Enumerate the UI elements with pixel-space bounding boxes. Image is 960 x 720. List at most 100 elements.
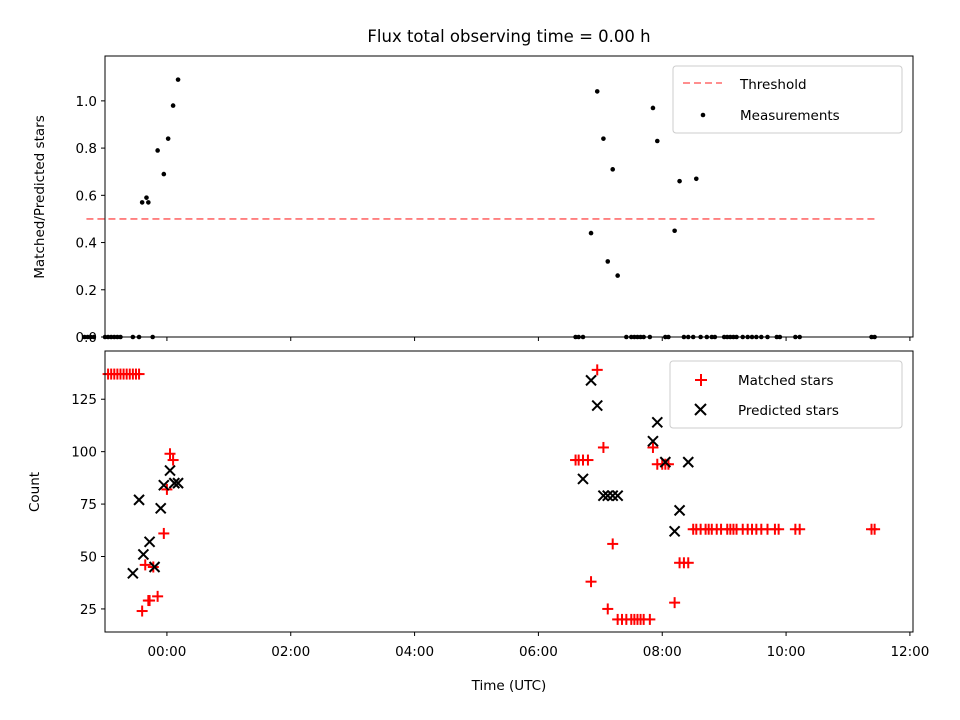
predicted-star-point: [577, 473, 589, 485]
measurement-point: [146, 200, 151, 205]
legend-matched-marker: [695, 374, 707, 386]
predicted-star-point: [155, 502, 167, 514]
legend-predicted-label: Predicted stars: [738, 403, 839, 419]
top-y-tick-label: 0.6: [76, 188, 97, 204]
measurement-point: [693, 176, 699, 182]
matched-star-point: [602, 603, 614, 615]
predicted-star-point: [602, 489, 614, 502]
matched-star-point: [164, 448, 176, 460]
bottom-y-tick-label: 25: [80, 602, 97, 618]
bottom-x-tick-label: 00:00: [147, 644, 186, 660]
measurement-point: [654, 138, 660, 144]
legend-threshold-label: Threshold: [739, 77, 807, 93]
bottom-x-axis-label: Time (UTC): [471, 678, 547, 694]
legend-measurements-marker: [700, 112, 706, 118]
matched-star-point: [158, 527, 170, 539]
bottom-legend-box: [669, 360, 903, 429]
bottom-y-tick-label: 100: [71, 445, 97, 461]
top-y-axis-label: Matched/Predicted stars: [32, 115, 48, 278]
predicted-star-point: [597, 489, 610, 502]
predicted-star-point: [668, 525, 681, 538]
predicted-star-point: [591, 399, 603, 412]
top-legend-box: [672, 65, 903, 134]
bottom-axes-frame: [104, 350, 914, 633]
bottom-x-tick-label: 06:00: [519, 644, 558, 660]
matched-star-point: [669, 597, 681, 609]
legend-matched-label: Matched stars: [738, 373, 834, 389]
predicted-star-point: [168, 477, 181, 489]
bottom-x-tick-label: 12:00: [890, 644, 929, 660]
legend-predicted-marker: [694, 403, 707, 416]
predicted-star-point: [659, 456, 672, 468]
top-y-ticks: 0.0 0.2 0.4 0.6 0.8 1.0: [76, 94, 105, 346]
matched-star-point: [167, 454, 179, 466]
measurement-point: [161, 171, 167, 177]
measurement-point: [175, 77, 181, 82]
bottom-y-axis-label: Count: [27, 472, 43, 512]
predicted-star-point: [607, 489, 619, 502]
top-y-tick-label: 0.4: [76, 236, 97, 252]
matched-star-point: [682, 557, 694, 569]
matched-star-point: [152, 590, 164, 602]
matched-star-point: [773, 523, 785, 535]
measurement-point: [615, 273, 620, 278]
measurement-point: [139, 200, 145, 205]
measurement-point: [594, 89, 600, 94]
predicted-star-point: [127, 567, 139, 579]
bottom-panel: 25 50 75 100 125 00:00 02:00 04:00 06:00 08:00 10…: [27, 350, 929, 694]
measurement-point: [144, 195, 149, 200]
matched-star-point: [644, 613, 656, 625]
matched-star-point: [591, 364, 603, 376]
bottom-y-tick-label: 75: [80, 497, 97, 513]
top-y-tick-label: 0.2: [76, 283, 97, 299]
matched-star-point: [794, 523, 806, 535]
bottom-legend: Matched stars Predicted stars: [669, 360, 903, 429]
top-panel: Flux total observing time = 0.00 h 0.00.…: [32, 27, 914, 346]
predicted-star-point: [133, 494, 145, 506]
measurement-point: [601, 136, 606, 141]
top-chart-title: Flux total observing time = 0.00 h: [367, 27, 650, 46]
bottom-plot-area: [102, 364, 881, 625]
matched-star-point: [139, 559, 151, 571]
measurement-point: [677, 178, 682, 184]
top-axes-frame: [104, 55, 914, 338]
bottom-x-tick-label: 02:00: [271, 644, 310, 660]
matched-star-point: [869, 523, 881, 535]
top-y-tick-label: 0.0: [76, 330, 97, 346]
predicted-star-point: [158, 479, 170, 491]
predicted-star-point: [673, 504, 686, 517]
measurement-point: [170, 103, 176, 108]
measurement-point: [91, 334, 97, 340]
predicted-star-point: [143, 536, 156, 548]
predicted-star-point: [651, 416, 663, 429]
measurement-point: [610, 167, 616, 172]
bottom-x-tick-label: 10:00: [767, 644, 806, 660]
top-y-tick-label: 1.0: [76, 94, 97, 110]
top-y-tick-label: 0.8: [76, 141, 97, 157]
predicted-star-point: [585, 374, 597, 387]
matched-star-point: [133, 368, 145, 380]
measurement-point: [155, 148, 160, 153]
matched-star-point: [585, 576, 597, 588]
measurement-point: [588, 230, 594, 236]
bottom-y-ticks: 25 50 75 100 125: [71, 392, 105, 618]
predicted-star-point: [647, 435, 659, 447]
matched-star-point: [144, 595, 156, 607]
measurement-point: [605, 259, 611, 264]
predicted-star-point: [137, 548, 150, 561]
measurement-point: [165, 136, 171, 141]
predicted-star-point: [682, 456, 694, 468]
predicted-star-point: [611, 489, 624, 502]
predicted-star-point: [148, 561, 161, 573]
matched-star-point: [647, 441, 659, 453]
bottom-x-tick-label: 08:00: [643, 644, 682, 660]
predicted-star-point: [172, 477, 184, 489]
matched-star-point: [136, 605, 148, 617]
bottom-x-tick-label: 04:00: [395, 644, 434, 660]
predicted-star-point: [164, 464, 176, 477]
top-x-ticks: [166, 337, 911, 341]
bottom-x-ticks: 00:00 02:00 04:00 06:00 08:00 10:00 12:00: [147, 632, 929, 660]
matched-star-point: [582, 454, 594, 466]
top-legend: Threshold Measurements: [672, 65, 903, 134]
